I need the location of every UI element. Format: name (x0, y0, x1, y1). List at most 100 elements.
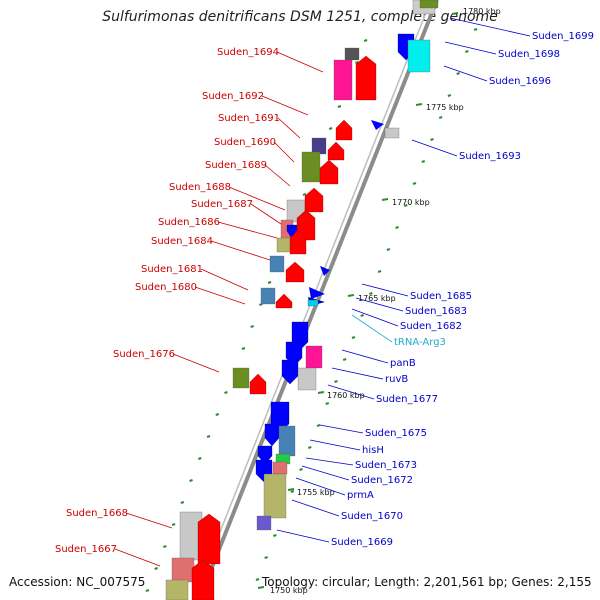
kbp-tick (451, 12, 459, 15)
gene-label: Suden_1676 (113, 349, 175, 360)
gene-label: Suden_1682 (400, 321, 462, 332)
ring-tick (456, 72, 460, 75)
gene-block (344, 47, 360, 61)
ring-tick (215, 413, 220, 416)
label-leader-line (351, 314, 393, 343)
gene-label: Suden_1670 (341, 511, 403, 522)
gene-label: panB (390, 358, 416, 369)
label-leader-line (277, 117, 301, 139)
gene-block (269, 255, 285, 273)
gene-block (307, 299, 319, 307)
label-leader-line (331, 367, 384, 380)
ring-tick (241, 347, 246, 350)
kbp-label: 1765 kbp (358, 294, 396, 303)
gene-arrow (275, 293, 293, 309)
ring-tick (290, 490, 295, 493)
gene-arrow (319, 159, 339, 185)
kbp-tick (287, 488, 295, 491)
label-leader-line (228, 186, 286, 211)
ring-tick (342, 358, 347, 361)
gene-arrow (335, 119, 353, 141)
ring-tick (299, 468, 303, 471)
ring-tick (377, 270, 382, 273)
ring-tick (360, 314, 364, 317)
gene-arrow (304, 187, 324, 213)
ring-tick (224, 391, 228, 394)
gene-block (165, 579, 189, 600)
gene-block (272, 461, 288, 475)
gene-arrow (191, 559, 215, 600)
kbp-label: 1750 kbp (270, 586, 308, 595)
kbp-label: 1755 kbp (297, 488, 335, 497)
gene-arrow (249, 373, 267, 395)
ring-tick (355, 61, 359, 64)
label-leader-line (194, 286, 246, 305)
kbp-tick (257, 586, 265, 589)
gene-arrow (289, 229, 307, 255)
gene-label: Suden_1698 (498, 49, 560, 60)
ring-tick (273, 534, 277, 537)
gene-label: Suden_1669 (331, 537, 393, 548)
ring-tick (430, 138, 434, 141)
label-leader-line (261, 95, 309, 116)
gene-block (301, 151, 321, 183)
gene-label: Suden_1668 (66, 508, 128, 519)
gene-arrow (320, 266, 330, 276)
label-leader-line (341, 349, 389, 364)
gene-block (256, 515, 272, 531)
accession-label: Accession: NC_007575 (9, 575, 146, 589)
label-leader-line (355, 297, 404, 312)
label-leader-line (217, 221, 278, 239)
ring-tick (259, 303, 263, 306)
gene-arrow (285, 261, 305, 283)
gene-label: Suden_1694 (217, 47, 279, 58)
gene-arrow (197, 513, 221, 565)
gene-block (333, 59, 353, 101)
gene-block (311, 137, 327, 155)
gene-label: Suden_1677 (376, 394, 438, 405)
label-leader-line (172, 353, 220, 373)
gene-label: Suden_1699 (532, 31, 594, 42)
label-leader-line (351, 308, 399, 327)
kbp-tick (347, 294, 355, 297)
label-leader-line (309, 439, 361, 451)
ring-tick (163, 545, 167, 548)
label-leader-line (210, 240, 271, 261)
gene-arrow (327, 141, 345, 161)
gene-label: Suden_1684 (151, 236, 213, 247)
gene-arrow (264, 423, 280, 447)
gene-label: hisH (362, 445, 384, 456)
ring-tick (197, 457, 202, 460)
kbp-label: 1775 kbp (426, 103, 464, 112)
ring-tick (206, 435, 211, 438)
ring-tick (395, 226, 399, 229)
label-leader-line (444, 41, 497, 55)
kbp-label: 1770 kbp (392, 198, 430, 207)
label-leader-line (449, 17, 531, 37)
kbp-label: 1780 kbp (463, 7, 501, 16)
gene-label: Suden_1696 (489, 76, 551, 87)
ring-tick (403, 204, 408, 207)
gene-label: Suden_1686 (158, 217, 220, 228)
kbp-tick (381, 198, 389, 201)
gene-arrow (309, 287, 325, 299)
ring-tick (328, 127, 333, 130)
label-leader-line (276, 51, 324, 73)
ring-tick (302, 193, 307, 196)
gene-block (276, 237, 292, 253)
ring-tick (145, 589, 150, 592)
ring-tick (369, 292, 373, 295)
genome-summary: Topology: circular; Length: 2,201,561 bp… (262, 575, 592, 589)
ring-tick (447, 94, 452, 97)
gene-block (305, 345, 323, 369)
gene-label: Suden_1690 (214, 137, 276, 148)
gene-label: Suden_1692 (202, 91, 264, 102)
gene-block (278, 425, 296, 457)
ring-tick (421, 160, 426, 163)
ring-tick (386, 248, 391, 251)
label-leader-line (319, 424, 364, 434)
gene-label: Suden_1675 (365, 428, 427, 439)
gene-label: Suden_1688 (169, 182, 231, 193)
ring-tick (465, 50, 469, 53)
